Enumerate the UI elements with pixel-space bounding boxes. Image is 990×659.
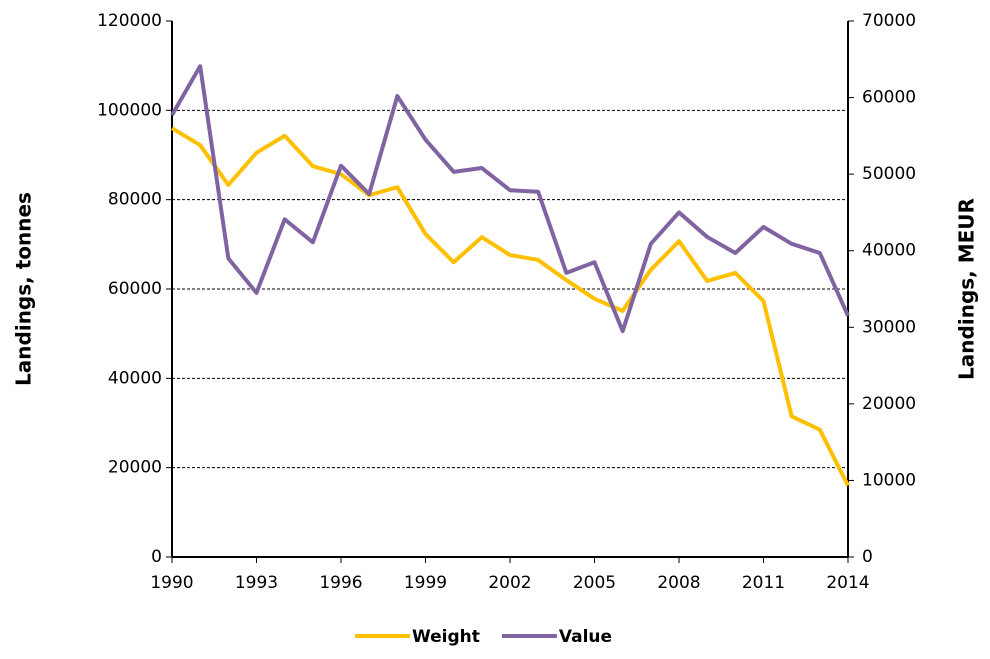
legend-label: Weight (412, 627, 480, 647)
legend-label: Value (559, 627, 612, 647)
y2-tick-label: 40000 (862, 241, 916, 261)
x-tick-label: 2014 (826, 573, 869, 593)
y-tick-label: 80000 (108, 190, 162, 210)
line-series (170, 64, 850, 334)
y2-tick-label: 60000 (862, 88, 916, 108)
y2-axis-title: Landings, MEUR (955, 198, 979, 380)
x-tick-label: 2002 (488, 573, 531, 593)
x-tick-label: 2011 (742, 573, 785, 593)
y2-tick-label: 10000 (862, 470, 916, 490)
x-tick-label: 1990 (150, 573, 193, 593)
y2-tick-label: 50000 (862, 164, 916, 184)
y2-tick-label: 0 (862, 547, 873, 567)
x-tick-label: 1999 (404, 573, 447, 593)
y-tick-label: 120000 (97, 11, 162, 31)
y2-tick-label: 20000 (862, 394, 916, 414)
x-tick-label: 1996 (319, 573, 362, 593)
x-tick-label: 2008 (657, 573, 700, 593)
y-tick-label: 40000 (108, 368, 162, 388)
y-axis-title: Landings, tonnes (12, 192, 36, 386)
y-tick-label: 100000 (97, 100, 162, 120)
line-series (170, 126, 850, 487)
y-tick-label: 60000 (108, 279, 162, 299)
y-tick-label: 20000 (108, 458, 162, 478)
y-tick-label: 0 (151, 547, 162, 567)
y2-tick-label: 70000 (862, 11, 916, 31)
y2-tick-label: 30000 (862, 317, 916, 337)
x-tick-label: 2005 (573, 573, 616, 593)
x-tick-label: 1993 (235, 573, 278, 593)
